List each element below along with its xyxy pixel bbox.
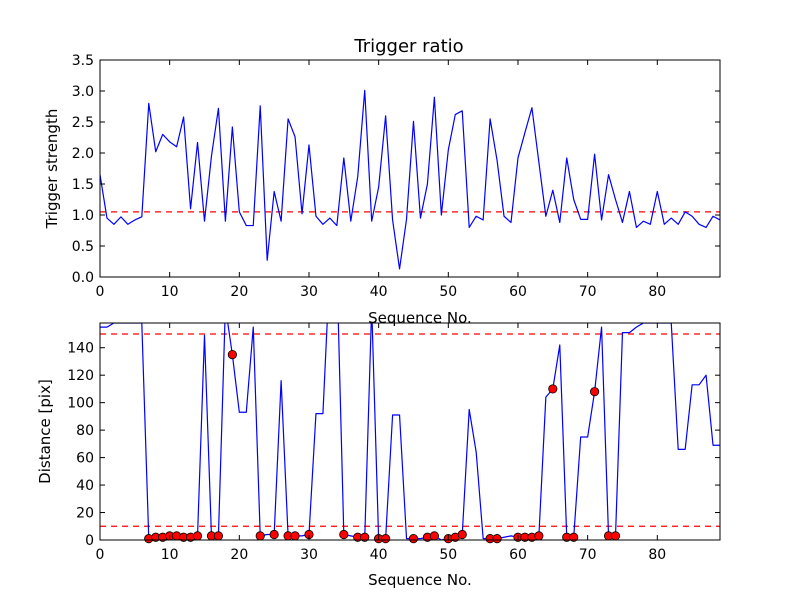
data-marker	[192, 531, 203, 541]
data-marker	[227, 349, 237, 360]
y-tick-label: 100	[67, 396, 94, 412]
y-tick-label: 2.5	[72, 115, 94, 131]
x-tick-label: 30	[300, 547, 318, 563]
data-marker	[610, 531, 621, 541]
x-tick-label: 0	[96, 547, 105, 563]
data-marker	[429, 531, 439, 541]
chart-title: Trigger ratio	[353, 36, 463, 57]
data-marker	[381, 534, 391, 544]
x-tick-label: 20	[230, 284, 248, 300]
x-tick-label: 30	[300, 284, 318, 300]
data-marker	[269, 529, 279, 540]
y-tick-label: 2.0	[72, 146, 94, 162]
y-tick-label: 80	[76, 423, 94, 439]
y-tick-label: 0.5	[72, 239, 94, 255]
x-tick-label: 80	[648, 547, 666, 563]
x-tick-label: 10	[161, 284, 179, 300]
axes-frame	[99, 322, 721, 541]
y-axis-label: Trigger strength	[43, 109, 61, 230]
data-marker	[457, 529, 467, 540]
data-marker	[408, 534, 419, 544]
axes-frame	[99, 59, 721, 278]
x-tick-label: 0	[96, 284, 105, 300]
y-tick-label: 40	[76, 478, 94, 494]
y-tick-label: 140	[67, 341, 94, 357]
x-axis-label: Sequence No.	[368, 571, 472, 589]
data-marker	[360, 532, 370, 542]
x-tick-label: 10	[161, 547, 179, 563]
series-line	[100, 89, 720, 270]
x-tick-label: 40	[370, 547, 388, 563]
x-axis-label: Sequence No.	[368, 309, 472, 327]
x-tick-label: 70	[579, 547, 597, 563]
x-tick-label: 20	[230, 547, 248, 563]
data-marker	[290, 531, 300, 541]
y-tick-label: 1.0	[72, 208, 94, 224]
x-tick-label: 50	[439, 547, 457, 563]
y-tick-label: 20	[76, 506, 94, 522]
x-tick-label: 60	[509, 547, 527, 563]
distance-panel: 0 10 20 30 40 50 60 70 80 0 20 40 60 80 100 120 140 Seque…	[36, 322, 721, 589]
data-marker	[213, 531, 224, 541]
data-marker	[255, 531, 265, 541]
y-tick-label: 1.5	[72, 177, 94, 193]
y-tick-label: 0.0	[72, 270, 94, 286]
data-marker	[339, 529, 349, 540]
data-marker	[534, 531, 544, 541]
data-marker	[548, 384, 558, 394]
x-tick-label: 80	[648, 284, 666, 300]
x-tick-label: 50	[439, 284, 457, 300]
data-marker	[590, 387, 600, 397]
y-tick-label: 0	[85, 533, 94, 549]
y-tick-label: 60	[76, 451, 94, 467]
y-tick-label: 3.0	[72, 84, 94, 100]
data-marker	[492, 534, 502, 544]
x-tick-label: 60	[509, 284, 527, 300]
y-tick-label: 3.5	[72, 53, 94, 69]
x-tick-label: 70	[579, 284, 597, 300]
x-tick-label: 40	[370, 284, 388, 300]
trigger-strength-panel: 0 10 20 30 40 50 60 70 80 0.0 0.5 1.0 1.5 2.0 2.5 3.0 3.…	[43, 53, 721, 327]
data-marker	[569, 532, 579, 542]
y-axis-label: Distance [pix]	[36, 379, 54, 484]
y-tick-label: 120	[67, 368, 94, 384]
